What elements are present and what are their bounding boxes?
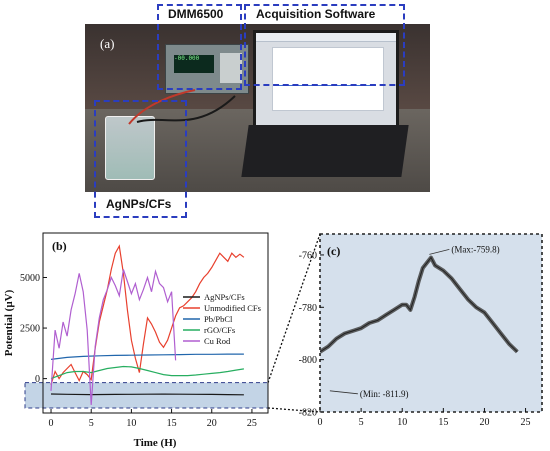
b-series-line-4 <box>50 269 177 405</box>
b-xtick-label-3: 15 <box>167 418 177 429</box>
panel-b-series <box>50 244 245 405</box>
b-xtick-label-0: 0 <box>49 418 54 429</box>
panel-b-ylabel: Potential (µV) <box>3 289 15 356</box>
c-xtick-label-5: 25 <box>521 417 531 428</box>
c-xtick-label-2: 10 <box>397 417 407 428</box>
panel-c-label: (c) <box>327 244 340 258</box>
panel-a-label: (a) <box>100 36 115 51</box>
panel-c-background <box>320 234 542 412</box>
c-series-core-0 <box>320 256 518 353</box>
dmm-highlight-box <box>157 4 242 90</box>
c-annotation-label-1: (Min: -811.9) <box>360 389 409 399</box>
sensor-box-label: AgNPs/CFs <box>106 197 172 211</box>
b-xtick-label-4: 20 <box>207 418 217 429</box>
legend-label-2: Pb/PbCl <box>204 314 233 324</box>
legend-label-4: Cu Rod <box>204 336 231 346</box>
c-ytick-label-1: -780 <box>299 303 317 314</box>
c-xtick-label-3: 15 <box>438 417 448 428</box>
multimeter-device: -00.000 <box>165 44 249 94</box>
b-ytick-label-2: 5000 <box>20 273 40 284</box>
laptop-screen <box>253 30 399 128</box>
legend-label-1: Unmodified CFs <box>204 303 261 313</box>
b-xtick-label-2: 10 <box>126 418 136 429</box>
legend-label-3: rGO/CFs <box>204 325 235 335</box>
c-ytick-label-3: -820 <box>299 408 317 419</box>
photo-panel-a: -00.000 <box>85 24 430 192</box>
sensor-highlight-box <box>94 100 187 218</box>
software-toolbar <box>256 33 396 42</box>
panel-b-zoom-band <box>24 382 269 409</box>
c-annotation-pointer-1 <box>329 390 358 395</box>
b-xtick-label-5: 25 <box>247 418 257 429</box>
beaker-cell <box>105 116 155 180</box>
b-ytick-label-0: 0 <box>35 374 40 385</box>
b-series-line-0 <box>50 393 244 396</box>
b-series-line-3 <box>50 365 244 380</box>
b-series-line-2 <box>50 353 244 360</box>
c-annotation-pointer-0 <box>429 249 450 255</box>
c-xtick-label-1: 5 <box>359 417 364 428</box>
c-ytick-label-0: -760 <box>299 250 317 261</box>
panel-c-series <box>320 255 519 354</box>
panel-b-label: (b) <box>52 239 67 253</box>
legend-label-0: AgNPs/CFs <box>204 292 245 302</box>
b-xtick-label-1: 5 <box>89 418 94 429</box>
software-plot-area <box>272 47 384 111</box>
c-xtick-label-4: 20 <box>479 417 489 428</box>
panel-c-ticks: 0 5 10 15 20 25 -760 -780 -800 -820 <box>299 250 531 428</box>
multimeter-keys <box>220 53 242 83</box>
c-annotation-label-0: (Max:-759.8) <box>451 244 499 254</box>
c-xtick-label-0: 0 <box>318 417 323 428</box>
software-highlight-box <box>244 4 405 86</box>
panel-b-xlabel: Time (H) <box>134 437 177 449</box>
panel-c-annotations: (Max:-759.8) (Min: -811.9) <box>329 244 500 399</box>
software-box-label: Acquisition Software <box>256 7 376 21</box>
panel-b-ticks: 0 5 10 15 20 25 0 2500 5000 <box>20 273 257 429</box>
panel-b-frame <box>42 232 269 414</box>
b-ytick-label-1: 2500 <box>20 324 40 335</box>
zoom-connector-bottom <box>267 407 321 413</box>
multimeter-screen: -00.000 <box>174 55 214 73</box>
dmm-box-label: DMM6500 <box>168 7 224 21</box>
panel-c-frame <box>319 233 543 413</box>
c-ytick-label-2: -800 <box>299 355 317 366</box>
